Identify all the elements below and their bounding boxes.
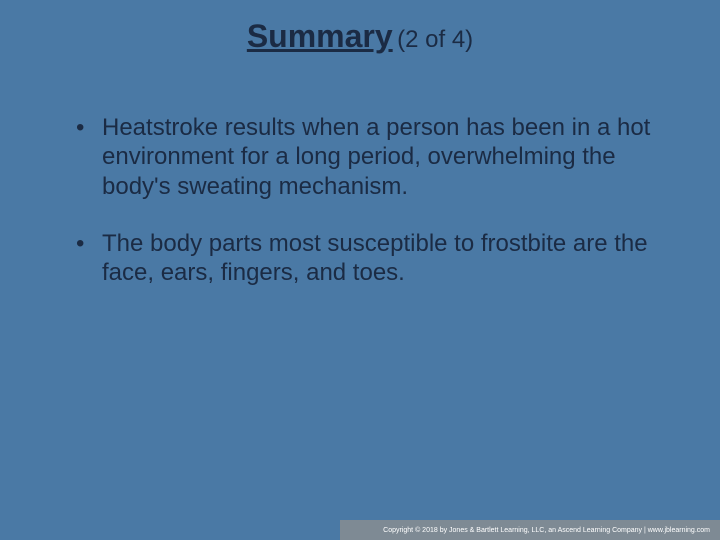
copyright-footer: Copyright © 2018 by Jones & Bartlett Lea… (340, 520, 720, 540)
list-item: Heatstroke results when a person has bee… (72, 113, 660, 201)
slide: Summary (2 of 4) Heatstroke results when… (0, 0, 720, 540)
slide-title-suffix: (2 of 4) (397, 26, 473, 53)
slide-title: Summary (247, 18, 393, 54)
bullet-list: Heatstroke results when a person has bee… (72, 113, 660, 287)
body-area: Heatstroke results when a person has bee… (0, 55, 720, 287)
title-area: Summary (2 of 4) (0, 0, 720, 55)
copyright-text: Copyright © 2018 by Jones & Bartlett Lea… (383, 527, 710, 534)
list-item: The body parts most susceptible to frost… (72, 229, 660, 288)
